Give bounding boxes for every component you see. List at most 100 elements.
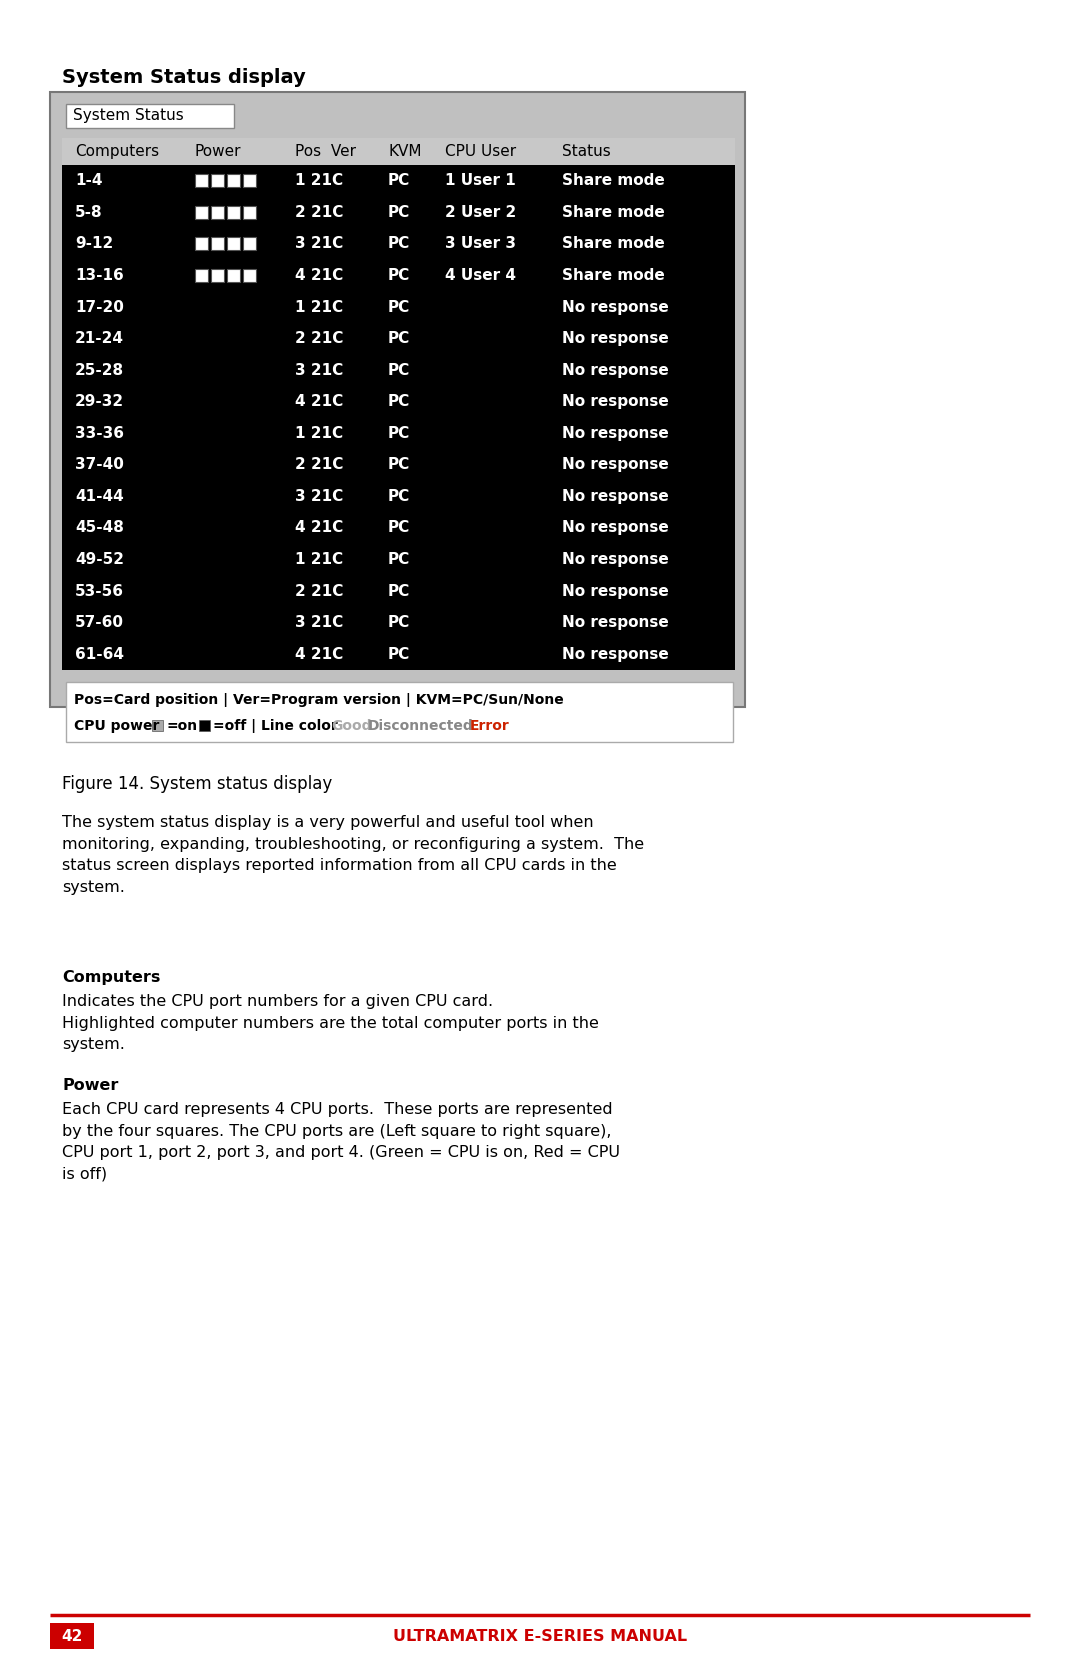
Text: 61-64: 61-64: [75, 646, 124, 661]
Text: No response: No response: [562, 521, 669, 536]
Text: 21-24: 21-24: [75, 330, 124, 345]
Text: 9-12: 9-12: [75, 237, 113, 252]
Text: 4 21C: 4 21C: [295, 521, 343, 536]
Text: 1 21C: 1 21C: [295, 174, 343, 189]
Text: Computers: Computers: [75, 144, 159, 159]
Text: 17-20: 17-20: [75, 299, 124, 314]
Bar: [195, 174, 208, 187]
Text: Power: Power: [195, 144, 242, 159]
Text: PC: PC: [388, 237, 410, 252]
Bar: [50, 1622, 94, 1649]
Text: 1 21C: 1 21C: [295, 426, 343, 441]
Bar: [243, 237, 256, 250]
Text: 53-56: 53-56: [75, 584, 124, 599]
Text: PC: PC: [388, 174, 410, 189]
Text: 29-32: 29-32: [75, 394, 124, 409]
Bar: [66, 103, 234, 129]
Text: No response: No response: [562, 457, 669, 472]
Text: Share mode: Share mode: [562, 205, 665, 220]
Text: Indicates the CPU port numbers for a given CPU card.
Highlighted computer number: Indicates the CPU port numbers for a giv…: [62, 995, 599, 1051]
Text: 41-44: 41-44: [75, 489, 124, 504]
Text: The system status display is a very powerful and useful tool when
monitoring, ex: The system status display is a very powe…: [62, 814, 644, 895]
Text: PC: PC: [388, 584, 410, 599]
Bar: [211, 237, 224, 250]
Text: Power: Power: [62, 1078, 119, 1093]
Text: Good: Good: [330, 719, 372, 733]
Text: PC: PC: [388, 299, 410, 314]
Text: PC: PC: [388, 330, 410, 345]
Text: 3 21C: 3 21C: [295, 237, 343, 252]
Text: No response: No response: [562, 646, 669, 661]
Text: No response: No response: [562, 362, 669, 377]
Text: No response: No response: [562, 584, 669, 599]
Text: Status: Status: [562, 144, 611, 159]
Text: 1 21C: 1 21C: [295, 299, 343, 314]
Text: 3 21C: 3 21C: [295, 616, 343, 631]
Text: PC: PC: [388, 521, 410, 536]
Text: 1-4: 1-4: [75, 174, 103, 189]
Text: 25-28: 25-28: [75, 362, 124, 377]
Bar: [211, 205, 224, 219]
Text: 2 21C: 2 21C: [295, 205, 343, 220]
Text: 37-40: 37-40: [75, 457, 124, 472]
Text: PC: PC: [388, 646, 410, 661]
Text: KVM: KVM: [388, 144, 421, 159]
Text: PC: PC: [388, 552, 410, 567]
Bar: [62, 165, 735, 669]
Text: 13-16: 13-16: [75, 269, 124, 284]
Bar: [50, 92, 745, 708]
Text: Share mode: Share mode: [562, 174, 665, 189]
Bar: [211, 269, 224, 282]
Bar: [227, 205, 240, 219]
Bar: [195, 205, 208, 219]
Text: =off | Line color: =off | Line color: [213, 719, 338, 733]
Text: Figure 14. System status display: Figure 14. System status display: [62, 774, 333, 793]
Text: No response: No response: [562, 616, 669, 631]
Text: Share mode: Share mode: [562, 269, 665, 284]
Text: Disconnected: Disconnected: [368, 719, 473, 733]
Text: 2 21C: 2 21C: [295, 330, 343, 345]
Text: 1 User 1: 1 User 1: [445, 174, 516, 189]
Bar: [195, 237, 208, 250]
Text: No response: No response: [562, 330, 669, 345]
Text: 5-8: 5-8: [75, 205, 103, 220]
Text: 4 User 4: 4 User 4: [445, 269, 516, 284]
Text: ULTRAMATRIX E-SERIES MANUAL: ULTRAMATRIX E-SERIES MANUAL: [393, 1629, 687, 1644]
Text: 1 21C: 1 21C: [295, 552, 343, 567]
Bar: [195, 269, 208, 282]
Bar: [227, 237, 240, 250]
Bar: [66, 683, 733, 743]
Bar: [62, 139, 735, 165]
Text: Pos  Ver: Pos Ver: [295, 144, 356, 159]
Bar: [243, 174, 256, 187]
Text: No response: No response: [562, 394, 669, 409]
Text: 3 21C: 3 21C: [295, 362, 343, 377]
Bar: [211, 174, 224, 187]
Text: System Status: System Status: [73, 108, 184, 124]
Text: 4 21C: 4 21C: [295, 269, 343, 284]
Text: 4 21C: 4 21C: [295, 394, 343, 409]
Text: 49-52: 49-52: [75, 552, 124, 567]
Text: PC: PC: [388, 269, 410, 284]
Text: PC: PC: [388, 362, 410, 377]
Text: 57-60: 57-60: [75, 616, 124, 631]
Text: System Status display: System Status display: [62, 68, 306, 87]
Text: =on: =on: [166, 719, 198, 733]
Text: Share mode: Share mode: [562, 237, 665, 252]
Text: 3 User 3: 3 User 3: [445, 237, 516, 252]
Text: Computers: Computers: [62, 970, 160, 985]
Text: CPU User: CPU User: [445, 144, 516, 159]
Text: No response: No response: [562, 299, 669, 314]
Text: No response: No response: [562, 552, 669, 567]
Text: 42: 42: [62, 1629, 83, 1644]
Text: 2 21C: 2 21C: [295, 457, 343, 472]
Bar: [243, 269, 256, 282]
Text: 3 21C: 3 21C: [295, 489, 343, 504]
Text: Pos=Card position | Ver=Program version | KVM=PC/Sun/None: Pos=Card position | Ver=Program version …: [75, 693, 564, 708]
Text: 45-48: 45-48: [75, 521, 124, 536]
Text: Each CPU card represents 4 CPU ports.  These ports are represented
by the four s: Each CPU card represents 4 CPU ports. Th…: [62, 1102, 620, 1182]
Text: 33-36: 33-36: [75, 426, 124, 441]
Text: No response: No response: [562, 489, 669, 504]
Text: PC: PC: [388, 205, 410, 220]
Text: PC: PC: [388, 457, 410, 472]
